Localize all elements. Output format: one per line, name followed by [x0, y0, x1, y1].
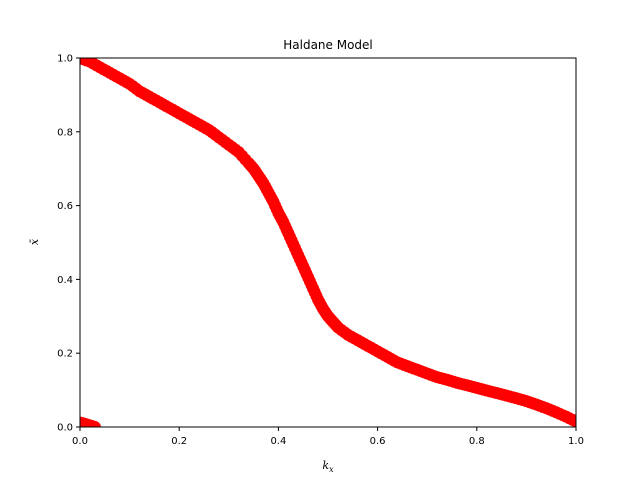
plot-area: [80, 58, 576, 427]
x-tick-label: 0.4: [270, 436, 286, 447]
data-point: [88, 421, 101, 427]
data-point: [570, 415, 576, 427]
y-tick-label: 0.6: [57, 201, 73, 212]
y-tick-label: 0.2: [57, 349, 73, 360]
x-axis-label: kx: [322, 459, 334, 474]
x-axis: 0.0 0.2 0.4 0.6 0.8 1.0: [72, 427, 584, 447]
x-tick-label: 1.0: [568, 436, 584, 447]
y-tick-label: 0.8: [57, 127, 73, 138]
y-axis-label: x̄: [28, 238, 41, 245]
y-axis: 0.0 0.2 0.4 0.6 0.8 1.0: [57, 54, 80, 434]
x-tick-label: 0.2: [171, 436, 187, 447]
series-0: [80, 58, 576, 427]
y-tick-label: 1.0: [57, 54, 73, 65]
chart-title: Haldane Model: [283, 38, 373, 52]
y-tick-label: 0.4: [57, 275, 73, 286]
x-tick-label: 0.0: [72, 436, 88, 447]
x-tick-label: 0.8: [469, 436, 485, 447]
plot-frame: [79, 57, 577, 428]
x-tick-label: 0.6: [370, 436, 386, 447]
y-tick-label: 0.0: [57, 423, 73, 434]
series-1: [80, 416, 101, 427]
